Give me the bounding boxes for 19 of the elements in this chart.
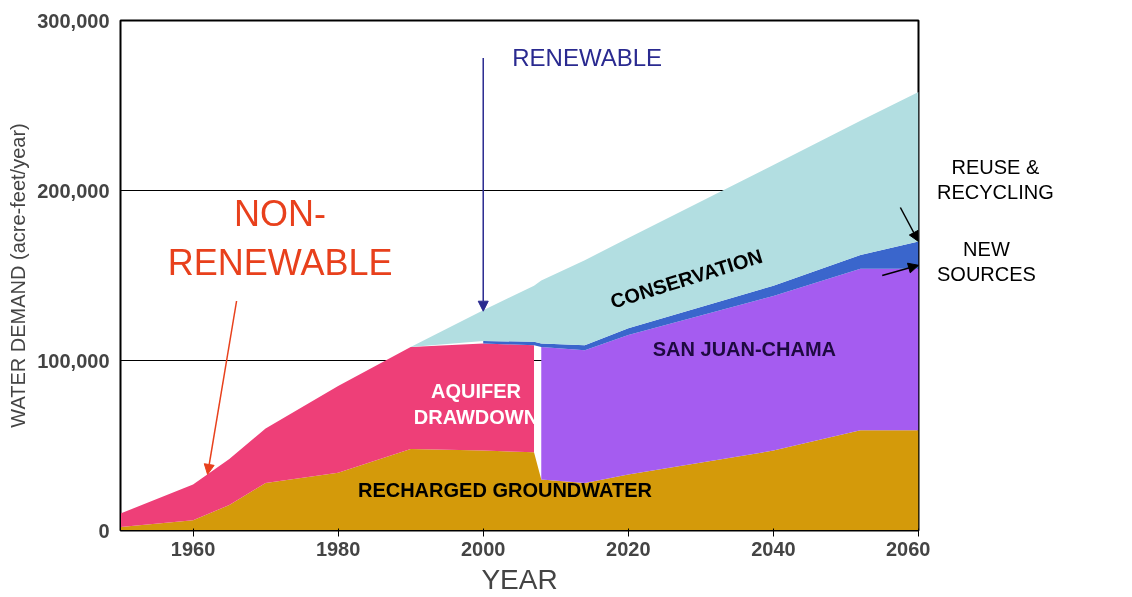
x-tick-label: 2020	[606, 537, 651, 560]
y-tick-label: 0	[98, 519, 110, 542]
series-label: SAN JUAN-CHAMA	[652, 338, 837, 361]
y-tick-label: 200,000	[37, 179, 110, 202]
series-label: AQUIFER DRAWDOWN	[413, 379, 539, 429]
series-label: RECHARGED GROUNDWATER	[357, 478, 653, 501]
y-tick-label: 100,000	[37, 349, 110, 372]
x-tick-label: 2060	[886, 537, 931, 560]
annotation: RENEWABLE	[512, 44, 663, 72]
y-tick-label: 300,000	[37, 9, 110, 32]
x-tick-label: 2000	[460, 537, 506, 560]
annotation: REUSE & RECYCLING	[937, 155, 1054, 205]
x-axis-title: YEAR	[481, 563, 558, 595]
x-tick-label: 2040	[751, 537, 796, 560]
x-tick-label: 1960	[170, 537, 216, 560]
x-tick-label: 1980	[315, 537, 361, 560]
annotation: NEW SOURCES	[937, 237, 1036, 287]
annotation: NON- RENEWABLE	[167, 193, 393, 284]
y-axis-title: WATER DEMAND (acre-feet/year)	[7, 123, 30, 428]
